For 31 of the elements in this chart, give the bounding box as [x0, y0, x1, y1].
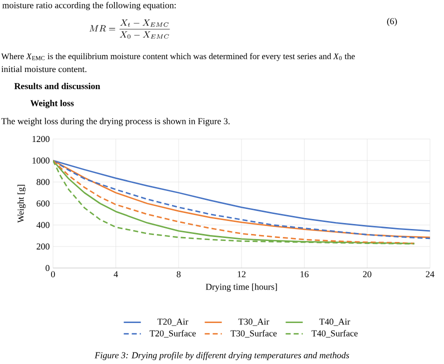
x-tick-label: 0 [51, 271, 55, 278]
legend-label: T40_Surface [312, 330, 358, 338]
y-tick-label: 1200 [32, 136, 50, 142]
text: Results and discussion [14, 82, 100, 90]
x-tick-label: 20 [363, 271, 372, 278]
caption: Figure 3: Drying profile by different drying temperatures and methods [94, 352, 350, 360]
x-tick-label: 12 [238, 271, 246, 278]
y-tick-label: 800 [36, 178, 50, 186]
legend-label: T20_Air [157, 318, 188, 326]
text: (6) [387, 18, 397, 26]
text: initial moisture content. [1, 66, 86, 72]
y-tick-label: 400 [36, 222, 50, 228]
y-tick-label: 1000 [32, 157, 50, 164]
y-tick-label: 600 [36, 200, 50, 207]
text: Weight loss [30, 100, 74, 108]
x-tick-label: 4 [114, 271, 118, 278]
legend-label: T30_Surface [230, 330, 277, 338]
legend-label: T30_Air [238, 318, 270, 326]
text: The weight loss during the drying process is shown in Figure 3. [1, 118, 230, 126]
x-tick-label: 8 [176, 271, 181, 278]
x-tick-label: 24 [426, 271, 434, 278]
x-tick-label: 16 [300, 271, 309, 278]
text: Where X$_{EMC}$ is the equilibrium moisture content which was determined for every test series and X$_{0}$ the [1, 53, 355, 61]
y-axis-title: Weight [g] [17, 184, 26, 223]
y-tick-label: 0 [46, 264, 50, 272]
legend-label: T20_Surface [150, 330, 196, 338]
text: moisture ratio according the following equation: [2, 2, 176, 10]
x-axis-title: Drying time [hours] [206, 283, 277, 292]
y-tick-label: 200 [36, 243, 50, 250]
legend-label: T40_Air [319, 318, 350, 326]
text: $MR = \frac{X_t - X_{EMC}}{X_0 - X_{EMC}}$ [89, 19, 170, 39]
